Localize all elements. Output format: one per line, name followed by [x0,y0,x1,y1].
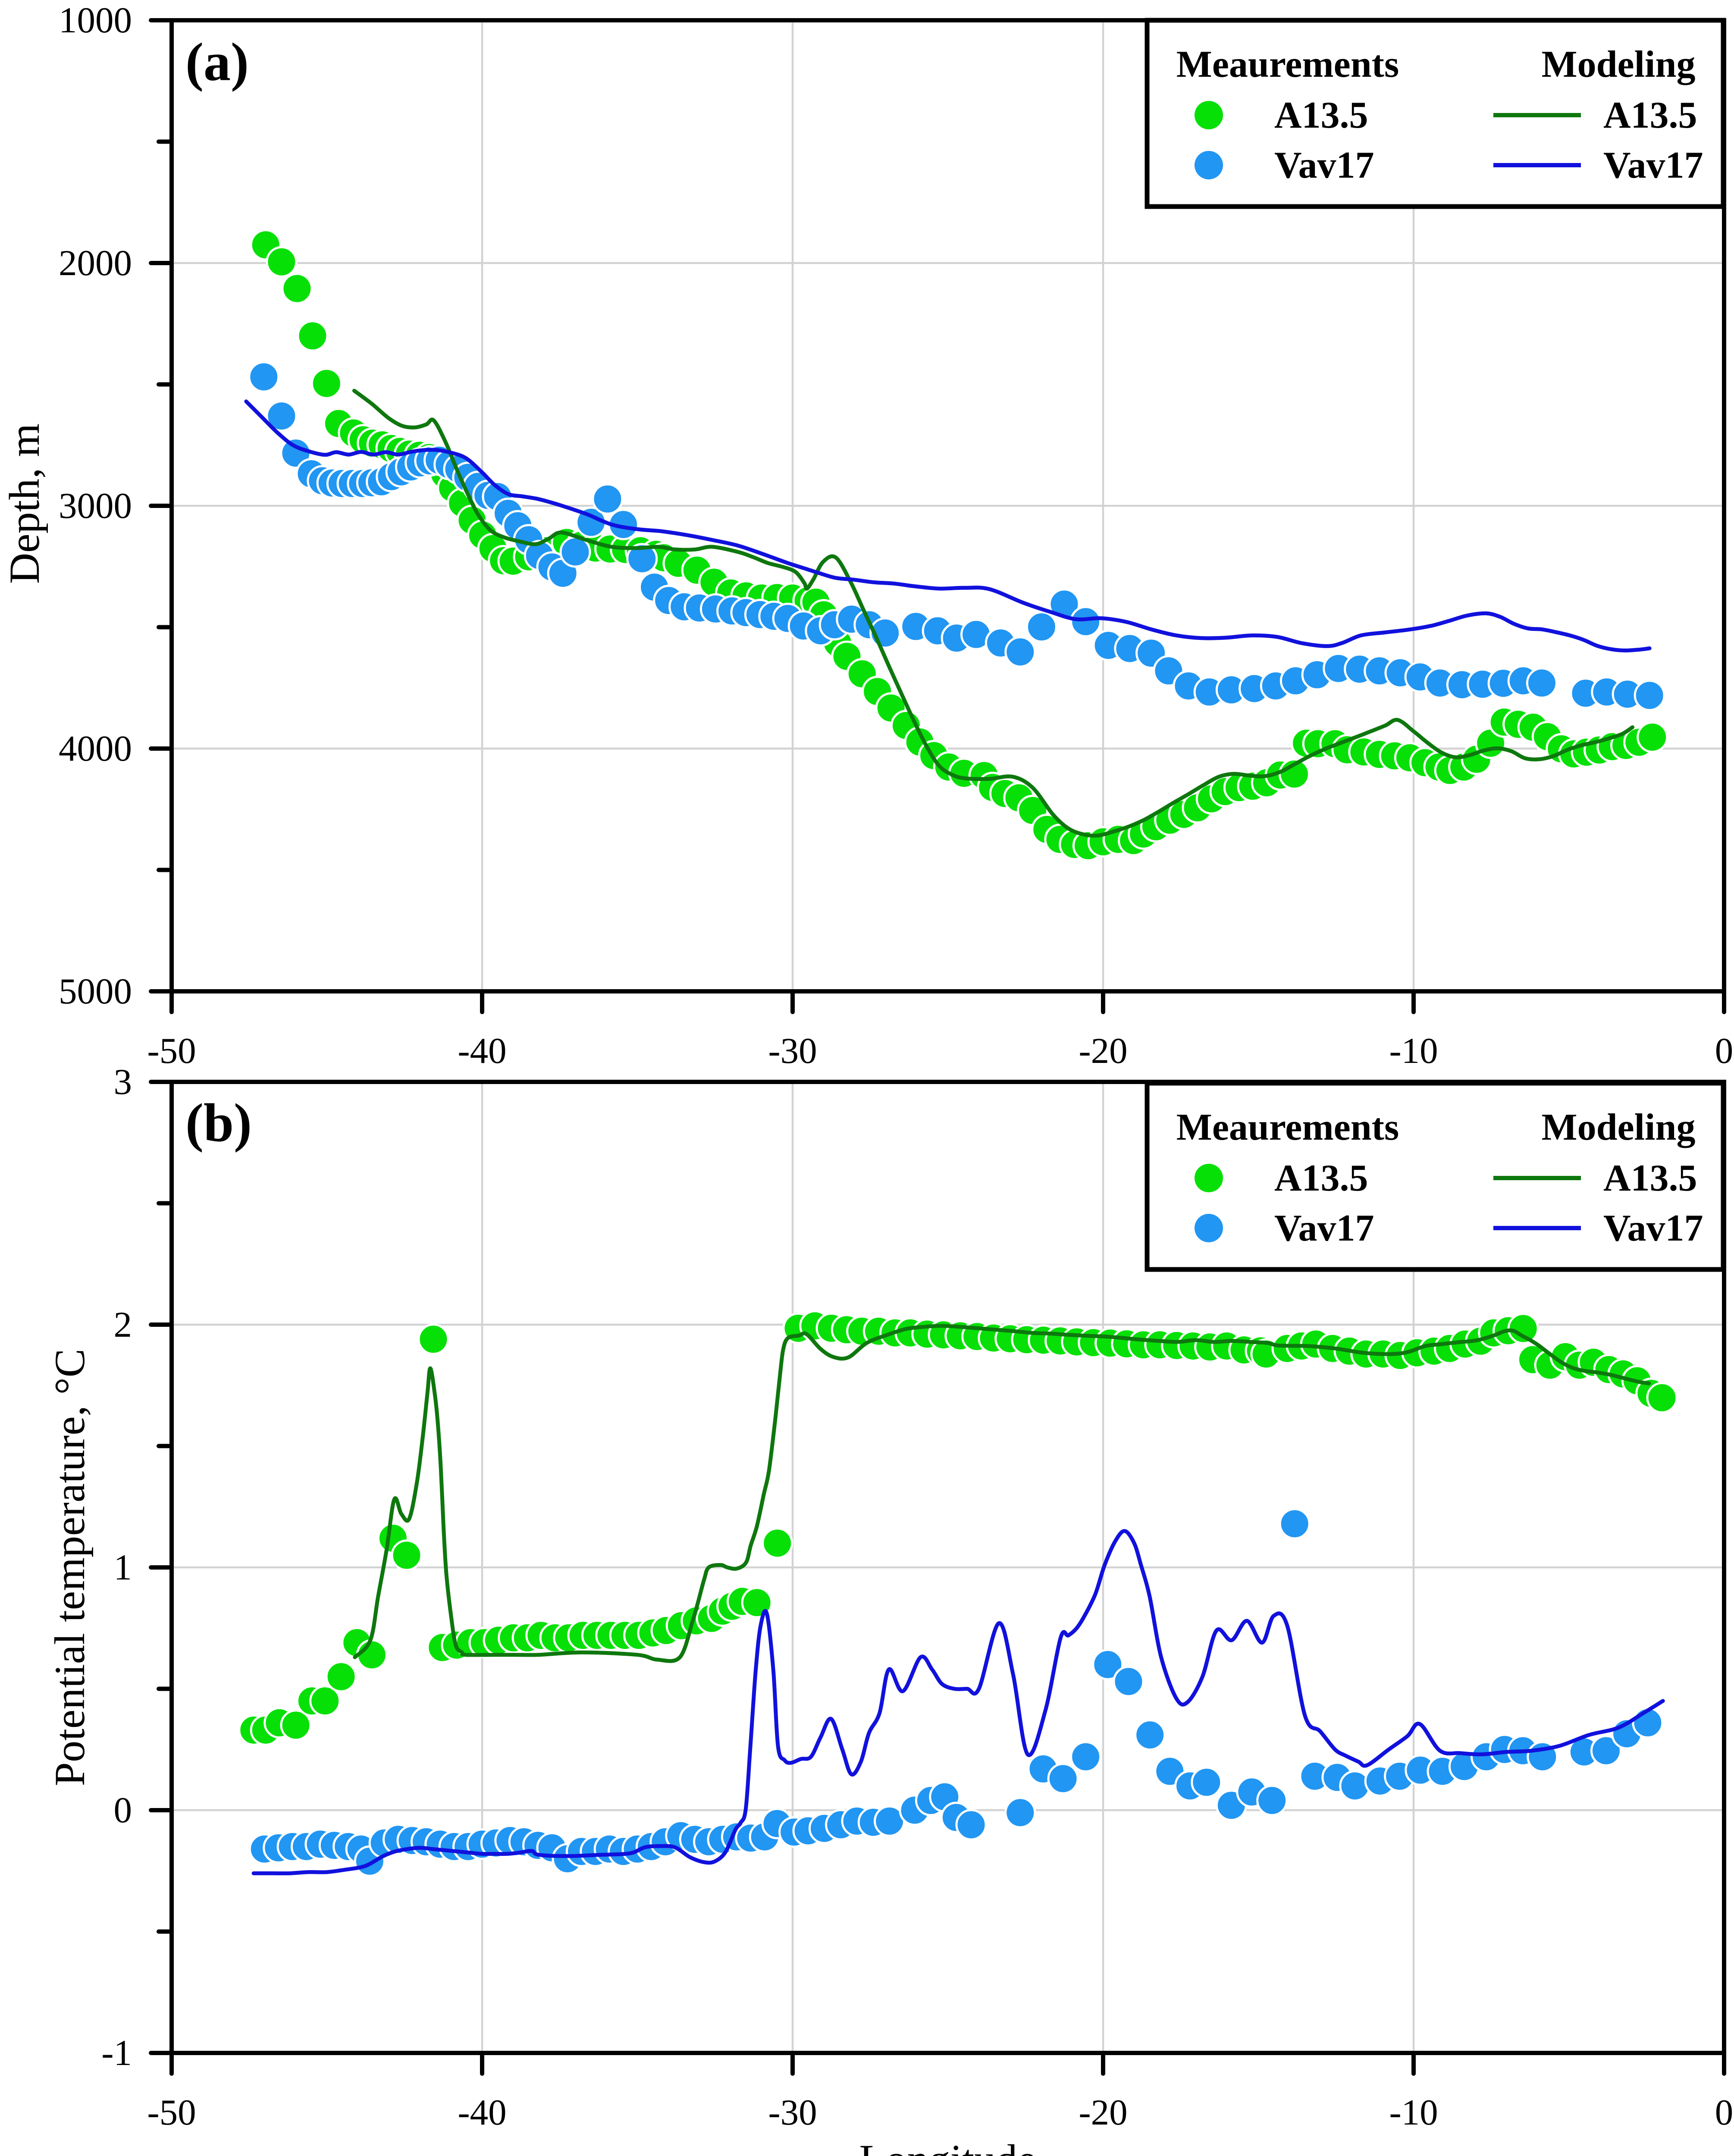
svg-text:Vav17: Vav17 [1603,1207,1703,1249]
svg-text:2000: 2000 [59,243,132,283]
svg-text:-20: -20 [1079,2092,1127,2133]
svg-text:3: 3 [114,1062,132,1102]
svg-text:Potential temperature, °C: Potential temperature, °C [46,1349,94,1786]
svg-text:1: 1 [114,1547,132,1588]
svg-text:-10: -10 [1389,1031,1438,1071]
svg-text:A13.5: A13.5 [1603,94,1697,136]
svg-text:-20: -20 [1079,1031,1127,1071]
svg-text:Depth, m: Depth, m [0,423,48,584]
svg-text:4000: 4000 [59,728,132,769]
svg-text:-50: -50 [147,2092,196,2133]
svg-text:3000: 3000 [59,486,132,526]
svg-text:0: 0 [1715,1031,1734,1071]
svg-text:5000: 5000 [59,971,132,1012]
svg-text:0: 0 [114,1790,132,1830]
svg-text:-1: -1 [101,2033,132,2073]
svg-text:-40: -40 [458,1031,506,1071]
svg-text:-50: -50 [147,1031,196,1071]
svg-text:A13.5: A13.5 [1274,94,1368,136]
svg-text:Vav17: Vav17 [1274,144,1374,186]
svg-text:2: 2 [114,1304,132,1345]
svg-text:Vav17: Vav17 [1274,1207,1374,1249]
svg-text:-30: -30 [768,2092,817,2133]
svg-text:Meaurements: Meaurements [1176,44,1399,85]
svg-text:Modeling: Modeling [1542,44,1696,85]
svg-text:Vav17: Vav17 [1603,144,1703,186]
svg-text:1000: 1000 [59,0,132,41]
svg-text:Modeling: Modeling [1542,1106,1696,1148]
svg-text:-40: -40 [458,2092,506,2133]
svg-text:(a): (a) [185,32,249,92]
svg-text:A13.5: A13.5 [1603,1157,1697,1199]
svg-text:-30: -30 [768,1031,817,1071]
svg-text:(b): (b) [185,1093,252,1153]
svg-text:Meaurements: Meaurements [1176,1106,1399,1148]
svg-text:A13.5: A13.5 [1274,1157,1368,1199]
svg-text:-10: -10 [1389,2092,1438,2133]
svg-text:0: 0 [1715,2092,1734,2133]
svg-text:Longitude: Longitude [859,2136,1036,2156]
